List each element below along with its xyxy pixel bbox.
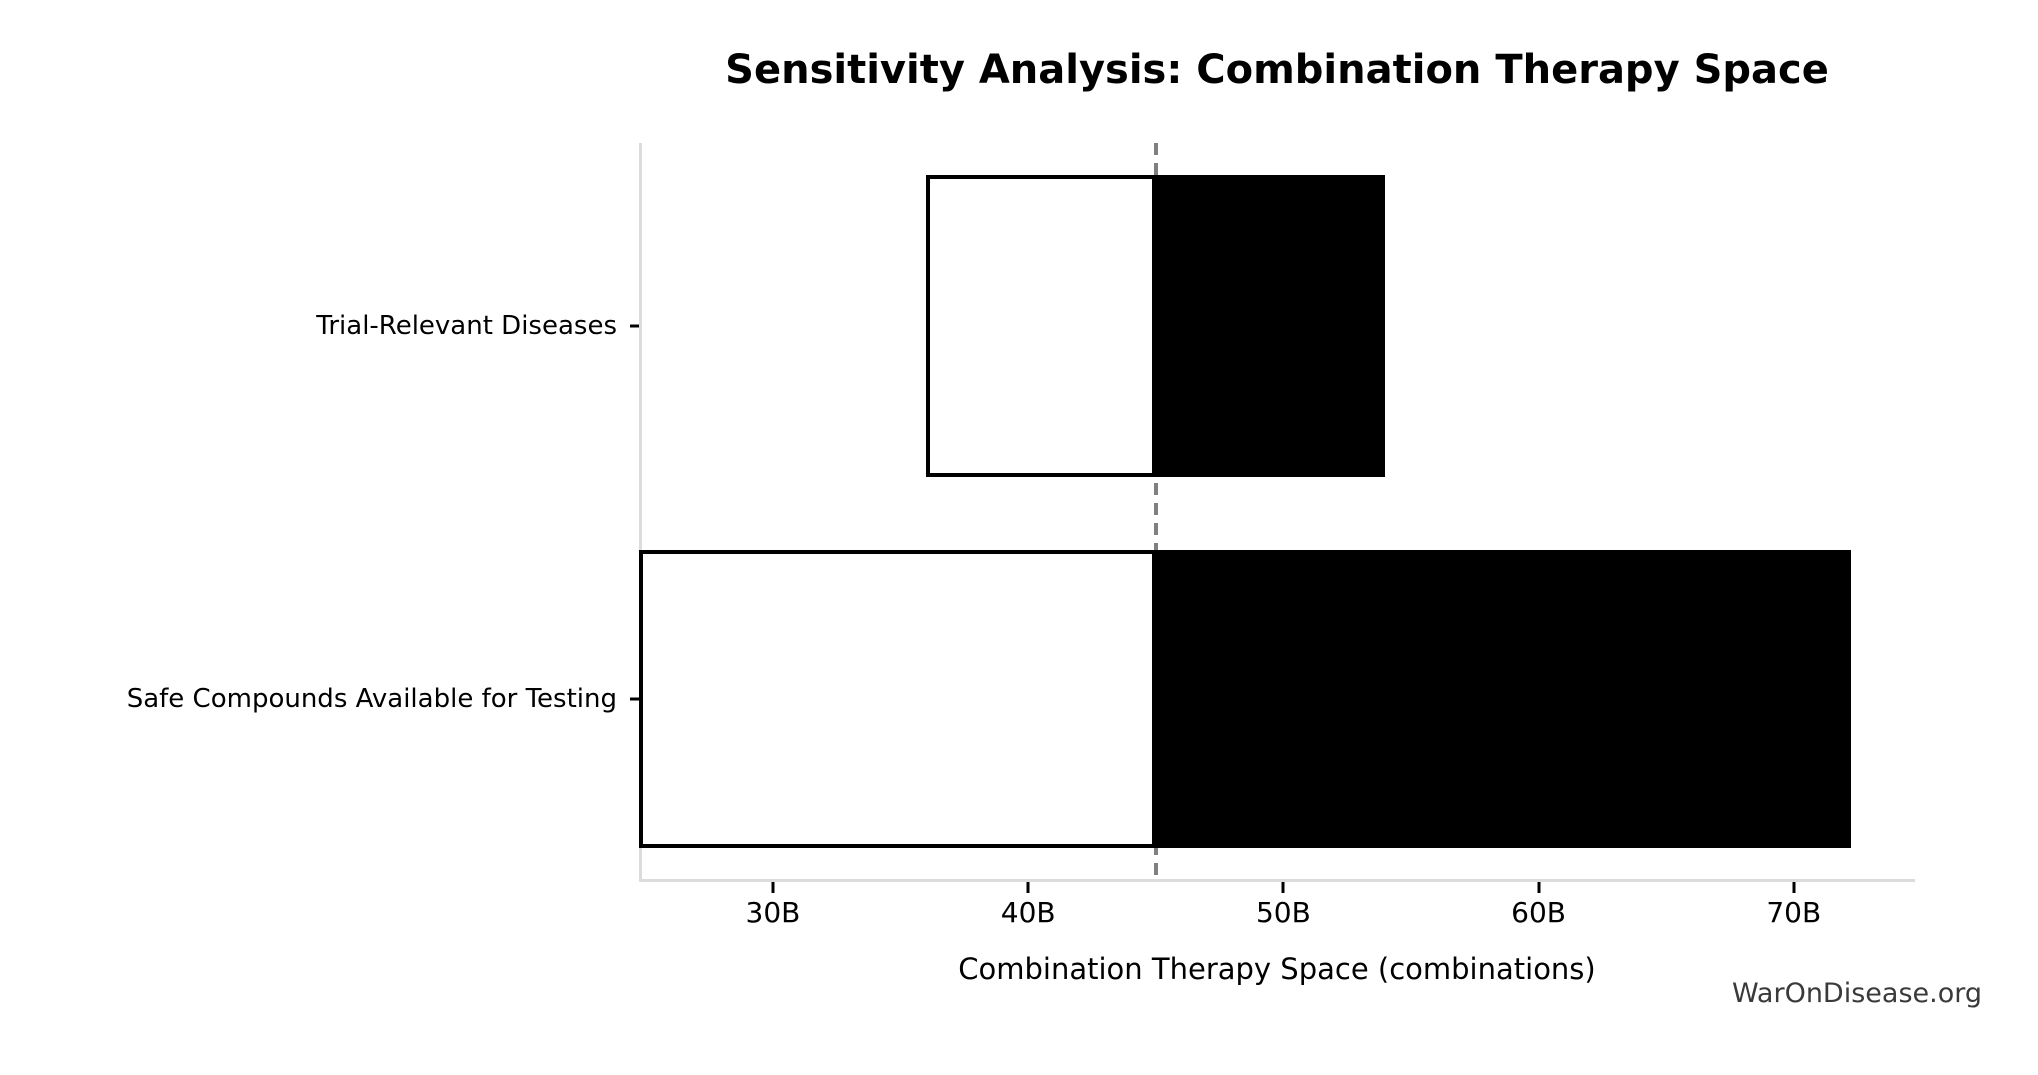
baseline-dashed-line (1153, 143, 1158, 882)
x-axis-tick-label: 70B (1766, 896, 1822, 929)
plot-area: 30B 40B 50B 60B 70B (630, 143, 1915, 929)
x-axis-title: Combination Therapy Space (combinations) (958, 952, 1596, 986)
x-axis-tick (1792, 882, 1796, 893)
category-label-trial-relevant-diseases: Trial-Relevant Diseases (316, 311, 617, 341)
chart-title: Sensitivity Analysis: Combination Therap… (725, 47, 1829, 93)
category-label-safe-compounds-available: Safe Compounds Available for Testing (126, 684, 617, 714)
watermark-text: WarOnDisease.org (1731, 978, 1982, 1009)
x-axis-tick (1026, 882, 1030, 893)
x-axis-tick-label: 30B (745, 896, 801, 929)
y-axis-tick (630, 324, 639, 328)
x-axis-tick (1281, 882, 1285, 893)
bar-1-above-baseline-segment (1155, 549, 1852, 848)
y-axis-tick (630, 697, 639, 701)
x-axis-tick-label: 40B (1000, 896, 1056, 929)
x-axis-tick (771, 882, 775, 893)
x-axis-spine (639, 879, 1915, 882)
x-axis-tick-label: 60B (1511, 896, 1566, 929)
bar-0-below-baseline-segment (926, 174, 1156, 477)
bar-0-above-baseline-segment (1155, 174, 1386, 477)
x-axis-tick (1537, 882, 1541, 893)
bar-1-below-baseline-segment (639, 549, 1156, 848)
x-axis-tick-label: 50B (1255, 896, 1311, 929)
y-axis-spine (639, 143, 642, 882)
